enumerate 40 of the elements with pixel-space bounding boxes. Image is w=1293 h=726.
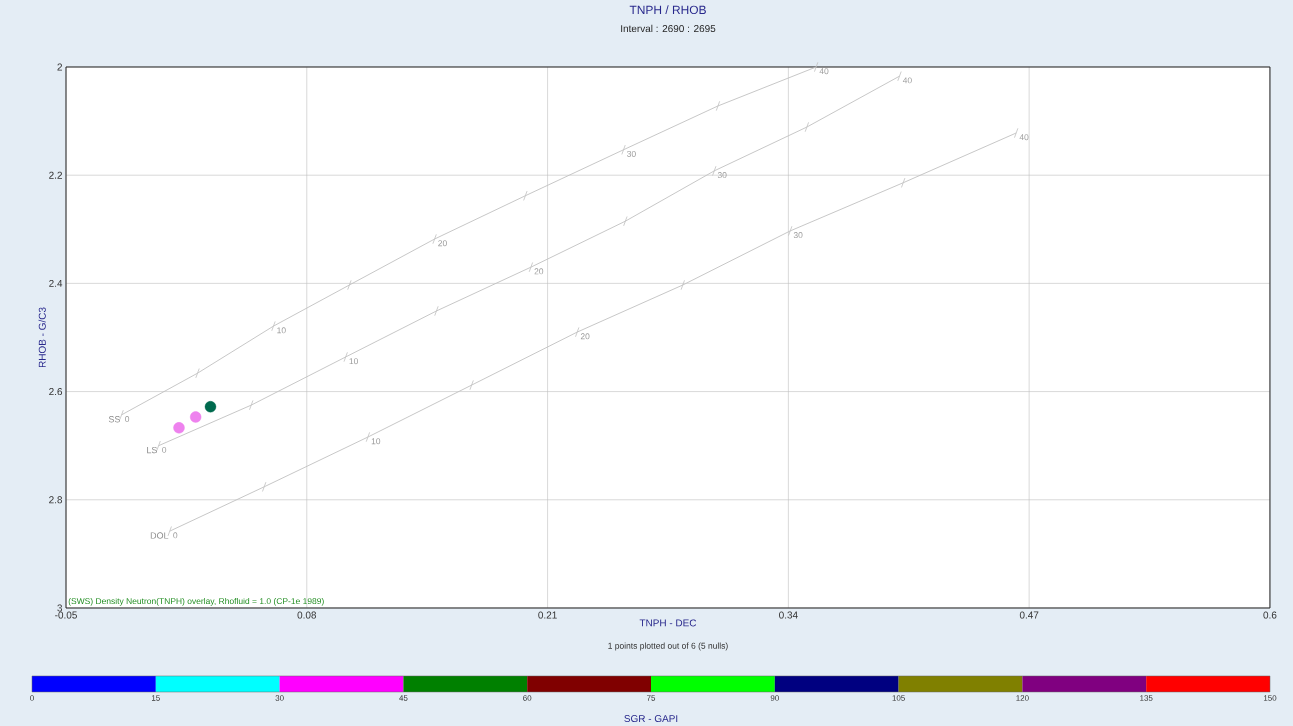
y-tick-label: 2.2 bbox=[49, 171, 62, 179]
point bbox=[204, 401, 217, 413]
y-tick-label: 2.8 bbox=[49, 496, 63, 504]
annotation: 20 bbox=[534, 268, 544, 275]
annotation: 0 bbox=[173, 532, 178, 539]
annotation: 10 bbox=[371, 438, 381, 445]
annotation: 40 bbox=[902, 77, 912, 84]
annotation: 0 bbox=[162, 446, 167, 453]
x-tick-label: 0.47 bbox=[1019, 611, 1039, 619]
chart-subtitle: Interval : 2690 : 2695 bbox=[621, 24, 716, 33]
annotation: 30 bbox=[793, 232, 803, 239]
chart-title: TNPH / RHOB bbox=[629, 5, 706, 15]
x-tick-label: 0.34 bbox=[779, 611, 798, 619]
x-axis-title: TNPH - DEC bbox=[639, 619, 697, 627]
annotation: 0 bbox=[125, 416, 130, 423]
annotation: 40 bbox=[1019, 134, 1029, 141]
point bbox=[173, 422, 185, 434]
y-tick-label: 2.6 bbox=[49, 388, 63, 396]
annotation: 10 bbox=[277, 327, 286, 334]
annotation: 20 bbox=[438, 240, 447, 247]
color-bar-title: SGR - GAPI bbox=[624, 715, 678, 723]
annotation: 20 bbox=[580, 333, 590, 340]
x-tick-label: 0.21 bbox=[538, 611, 557, 619]
series-label: DOL bbox=[150, 532, 169, 539]
text: 1 points plotted out of 6 (5 nulls) bbox=[608, 642, 728, 651]
annotation: (SWS) Density Neutron(TNPH) overlay, Rhofluid = 1.0 (CP-1e 1989) bbox=[68, 597, 324, 606]
point bbox=[189, 411, 202, 423]
series-label: SS bbox=[108, 416, 120, 423]
annotation: 10 bbox=[349, 358, 358, 365]
annotation: 40 bbox=[819, 68, 829, 75]
x-tick-label: 0.08 bbox=[297, 611, 317, 619]
x-tick-label: -0.05 bbox=[55, 611, 77, 619]
x-tick-label: 0.6 bbox=[1263, 611, 1277, 619]
y-axis-title: RHOB - G/C3 bbox=[38, 307, 46, 368]
y-tick-label: 2 bbox=[57, 63, 62, 71]
y-tick-label: 3 bbox=[57, 604, 63, 612]
annotation: 30 bbox=[717, 172, 727, 179]
series-label: LS bbox=[147, 446, 158, 454]
y-tick-label: 2.4 bbox=[49, 279, 63, 287]
annotation: 30 bbox=[627, 150, 636, 157]
